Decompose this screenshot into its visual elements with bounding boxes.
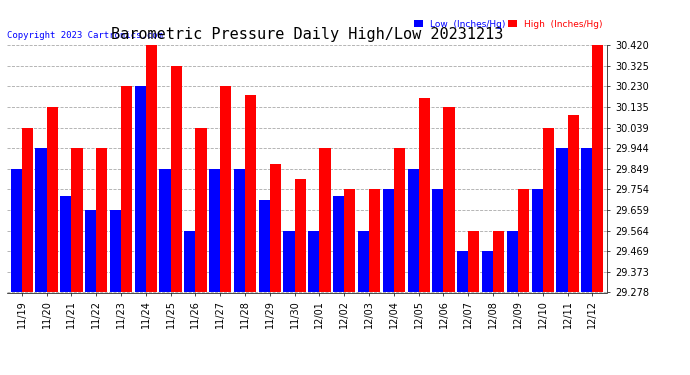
Bar [518, 189, 529, 292]
Bar [469, 231, 480, 292]
Bar [10, 169, 22, 292]
Bar [333, 196, 344, 292]
Bar [581, 148, 592, 292]
Bar [369, 189, 380, 292]
Bar [556, 148, 567, 292]
Bar [121, 86, 132, 292]
Bar [110, 210, 121, 292]
Bar [96, 148, 108, 292]
Bar [220, 86, 231, 292]
Bar [383, 189, 394, 292]
Bar [457, 251, 469, 292]
Bar [567, 116, 579, 292]
Bar [270, 164, 281, 292]
Bar [444, 107, 455, 292]
Bar [543, 128, 554, 292]
Bar [146, 45, 157, 292]
Bar [184, 231, 195, 292]
Bar [493, 231, 504, 292]
Bar [295, 179, 306, 292]
Bar [85, 210, 96, 292]
Bar [159, 169, 170, 292]
Bar [358, 231, 369, 292]
Bar [245, 95, 256, 292]
Text: Copyright 2023 Cartronics.com: Copyright 2023 Cartronics.com [7, 31, 163, 40]
Bar [35, 148, 47, 292]
Bar [60, 196, 71, 292]
Legend: Low  (Inches/Hg), High  (Inches/Hg): Low (Inches/Hg), High (Inches/Hg) [413, 20, 602, 29]
Bar [195, 128, 206, 292]
Bar [344, 189, 355, 292]
Bar [284, 231, 295, 292]
Bar [482, 251, 493, 292]
Bar [419, 98, 430, 292]
Bar [433, 189, 444, 292]
Bar [209, 169, 220, 292]
Bar [22, 128, 33, 292]
Bar [319, 148, 331, 292]
Bar [506, 231, 518, 292]
Bar [308, 231, 319, 292]
Bar [135, 86, 146, 292]
Bar [234, 169, 245, 292]
Bar [170, 66, 181, 292]
Bar [259, 200, 270, 292]
Bar [592, 45, 604, 292]
Bar [408, 169, 419, 292]
Bar [531, 189, 543, 292]
Bar [394, 148, 405, 292]
Bar [47, 107, 58, 292]
Bar [71, 148, 83, 292]
Title: Barometric Pressure Daily High/Low 20231213: Barometric Pressure Daily High/Low 20231… [111, 27, 503, 42]
